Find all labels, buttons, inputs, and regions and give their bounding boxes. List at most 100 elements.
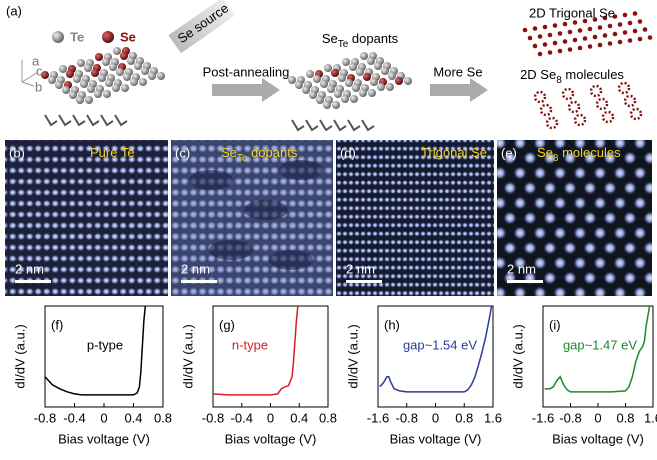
se-atom <box>573 20 578 25</box>
x-tick-label: -0.8 <box>202 410 224 425</box>
se8-ring <box>541 105 551 115</box>
atom <box>313 75 321 83</box>
se-atom <box>608 41 613 46</box>
atom <box>84 64 92 72</box>
y-axis-label: dI/dV (a.u.) <box>345 324 360 388</box>
se-atom <box>568 30 573 35</box>
y-axis-label: dI/dV (a.u.) <box>180 324 195 388</box>
x-tick-label: -0.4 <box>63 410 85 425</box>
se-atom <box>553 41 558 46</box>
atom <box>327 85 335 93</box>
atom <box>76 96 84 104</box>
panel-label: (i) <box>549 317 561 332</box>
atom <box>404 77 412 85</box>
atom <box>120 52 128 60</box>
scale-bar <box>181 280 217 283</box>
bond <box>87 115 99 125</box>
arrow <box>212 78 280 102</box>
bond <box>292 120 304 130</box>
atom <box>309 91 317 99</box>
atom <box>113 47 121 55</box>
molecules-label: 2D Se8 molecules <box>520 67 624 85</box>
t: Se <box>221 145 237 160</box>
x-axis-label: Bias voltage (V) <box>58 431 150 446</box>
se-atom <box>543 25 548 30</box>
t: Trigonal Se <box>421 145 487 160</box>
y-axis-label: dI/dV (a.u.) <box>12 324 27 388</box>
atom <box>87 85 95 93</box>
x-tick-label: 0 <box>594 410 601 425</box>
x-tick-label: -0.8 <box>34 410 56 425</box>
t: Se <box>537 145 553 160</box>
y-axis-label: dI/dV (a.u.) <box>510 324 525 388</box>
annotation: gap~1.54 eV <box>403 337 477 352</box>
se-atom <box>638 37 643 42</box>
atom <box>85 96 93 104</box>
atom <box>332 101 340 109</box>
annotation: n-type <box>232 337 268 352</box>
se-atom <box>633 29 638 34</box>
atom <box>80 80 88 88</box>
atom <box>302 86 310 94</box>
defect <box>209 240 253 260</box>
se-source: Se source <box>168 0 235 53</box>
se8-ring <box>591 86 601 96</box>
se-atom <box>643 27 648 32</box>
se-atom <box>603 33 608 38</box>
t: Se <box>322 31 338 46</box>
atom <box>306 70 314 78</box>
se8-ring <box>619 83 629 93</box>
atom <box>370 78 378 86</box>
atom <box>331 69 339 77</box>
x-tick-label: -0.8 <box>396 410 418 425</box>
panel-label: (e) <box>501 145 517 160</box>
axis-b: b <box>35 79 42 94</box>
atom <box>148 72 156 80</box>
se-atom <box>588 27 593 32</box>
atom <box>386 83 394 91</box>
t: Te <box>338 39 349 50</box>
atom <box>338 74 346 82</box>
atom <box>112 84 120 92</box>
se-atom <box>628 21 633 26</box>
se8-ring <box>563 89 573 99</box>
atom <box>116 68 124 76</box>
se-atom <box>628 38 633 43</box>
atom <box>69 91 77 99</box>
image-title: Trigonal Se <box>421 145 487 160</box>
annotation: gap~1.47 eV <box>563 337 637 352</box>
x-tick-label: 0.8 <box>319 410 337 425</box>
panel-label: (b) <box>9 145 25 160</box>
atom <box>324 64 332 72</box>
atom <box>352 84 360 92</box>
atom <box>77 59 85 67</box>
bond <box>101 115 113 125</box>
se-atom <box>618 40 623 45</box>
atom <box>98 74 106 82</box>
se-atom <box>633 11 638 16</box>
se8-ring <box>597 99 607 109</box>
atom <box>341 95 349 103</box>
trigonal-label: 2D Trigonal Se <box>529 5 615 20</box>
se-atom <box>523 28 528 33</box>
bond <box>362 120 374 130</box>
scale-label: 2 nm <box>15 261 44 276</box>
atom <box>121 84 129 92</box>
se-label: Se <box>120 29 136 44</box>
scale-bar <box>346 280 382 283</box>
se-atom <box>598 25 603 30</box>
t: dopants <box>348 31 398 46</box>
bond <box>59 115 71 125</box>
bond <box>73 115 85 125</box>
bond <box>348 120 360 130</box>
panel-label: (h) <box>384 317 400 332</box>
se8-ring <box>631 109 641 119</box>
scale-label: 2 nm <box>346 261 375 276</box>
t: Te <box>237 153 248 164</box>
se-atom <box>533 44 538 49</box>
post-annealing: Post-annealing <box>203 64 290 79</box>
atom <box>363 73 371 81</box>
atom <box>141 67 149 75</box>
atom <box>374 62 382 70</box>
se-atom <box>543 42 548 47</box>
